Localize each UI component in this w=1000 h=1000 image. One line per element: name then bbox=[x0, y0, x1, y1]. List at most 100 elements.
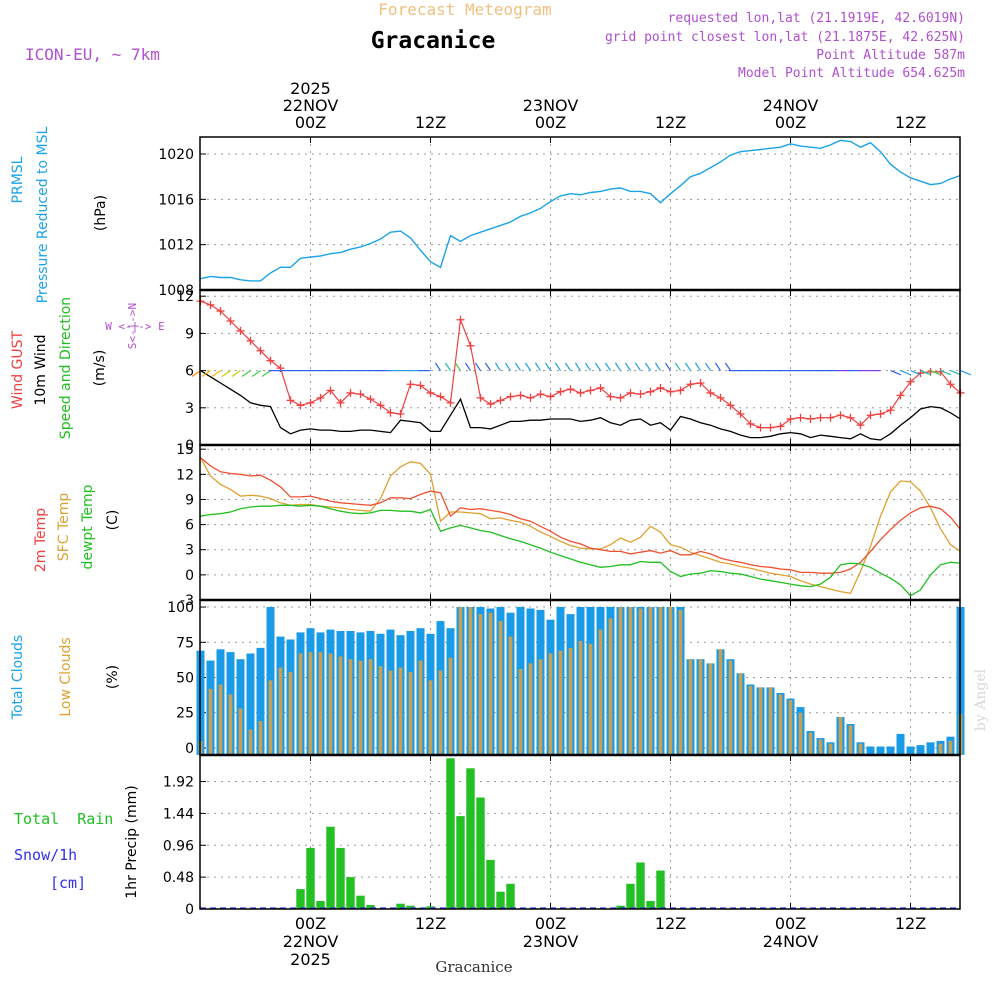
gust-marker bbox=[806, 414, 815, 423]
gust-marker bbox=[666, 387, 675, 396]
gust-marker bbox=[696, 379, 705, 387]
low-cloud-bar bbox=[368, 659, 373, 755]
gust-marker bbox=[366, 395, 375, 404]
wind-direction-arrow bbox=[950, 370, 962, 376]
gust-marker bbox=[306, 398, 315, 407]
low-cloud-bar bbox=[498, 621, 503, 755]
temp-unit: (C) bbox=[105, 510, 121, 531]
total-cloud-bar bbox=[256, 647, 265, 755]
low-cloud-bar bbox=[448, 657, 453, 755]
gust-marker bbox=[616, 393, 625, 402]
rain-bar bbox=[346, 877, 355, 909]
rain-bar bbox=[466, 768, 475, 909]
wind-direction-arrow bbox=[920, 370, 932, 376]
low-cloud-bar bbox=[648, 607, 653, 755]
wind-direction-arrow bbox=[960, 370, 972, 376]
precip-unit: 1hr Precip (mm) bbox=[124, 785, 140, 898]
pressure-label-prmsl: PRMSL bbox=[10, 156, 26, 203]
y-tick-label: 6 bbox=[185, 364, 194, 380]
time-label-bottom: 12Z bbox=[655, 914, 686, 933]
wind-direction-arrow bbox=[251, 370, 261, 378]
low-cloud-bar bbox=[398, 667, 403, 755]
y-tick-label: 12 bbox=[176, 467, 194, 483]
y-tick-label: 3 bbox=[185, 401, 194, 417]
precip-labels: Total Rain Snow/1h [cm] 1hr Precip (mm) bbox=[14, 785, 140, 898]
wind-direction-arrow bbox=[624, 362, 631, 371]
wind-panel: 0 3 6 9 12 bbox=[176, 289, 972, 454]
gust-marker bbox=[386, 408, 395, 417]
temperature-panel: -3 0 3 6 9 12 15 bbox=[176, 442, 962, 609]
low-cloud-bar bbox=[758, 687, 763, 755]
wind-direction-arrow bbox=[714, 362, 721, 371]
total-cloud-bar bbox=[926, 742, 935, 755]
y-tick-label: 0 bbox=[185, 568, 194, 584]
gust-marker bbox=[676, 386, 685, 395]
precip-label-cm: [cm] bbox=[50, 874, 86, 892]
gust-marker bbox=[826, 413, 835, 422]
low-cloud-bar bbox=[698, 659, 703, 755]
wind-direction-arrow bbox=[564, 362, 571, 371]
y-tick-label: -3 bbox=[180, 593, 194, 609]
wind-direction-arrow bbox=[494, 362, 501, 371]
wind-direction-arrow bbox=[574, 362, 581, 371]
total-cloud-bar bbox=[246, 653, 255, 755]
y-tick-label: 1.92 bbox=[163, 775, 194, 791]
wind-labels: Wind GUST 10m Wind Speed and Direction (… bbox=[10, 297, 165, 439]
wind-label-direction: Speed and Direction bbox=[58, 297, 74, 439]
y-tick-label: 12 bbox=[176, 289, 194, 305]
time-label-top: 23NOV bbox=[523, 96, 579, 115]
grid-point-coords: grid point closest lon,lat (21.1875E, 42… bbox=[605, 30, 965, 45]
temp-label-dewpt: dewpt Temp bbox=[80, 484, 96, 569]
low-cloud-bar bbox=[258, 721, 263, 755]
time-label-top: 12Z bbox=[895, 113, 926, 132]
gust-marker bbox=[486, 400, 495, 409]
y-tick-label: 1016 bbox=[158, 192, 194, 208]
low-cloud-bar bbox=[538, 659, 543, 755]
sfc-temp-line bbox=[199, 457, 961, 595]
wind-direction-arrow bbox=[444, 362, 451, 371]
low-cloud-bar bbox=[818, 739, 823, 755]
gust-marker bbox=[406, 380, 415, 389]
total-cloud-bar bbox=[896, 733, 905, 755]
gust-marker bbox=[246, 336, 255, 345]
gust-marker bbox=[906, 377, 915, 386]
rain-bar bbox=[446, 758, 455, 909]
wind-direction-arrow bbox=[930, 370, 942, 376]
low-cloud-bar bbox=[578, 640, 583, 755]
gust-marker bbox=[216, 307, 225, 316]
time-label-bottom: 00Z bbox=[535, 914, 566, 933]
gust-marker bbox=[606, 392, 615, 401]
low-cloud-bar bbox=[378, 666, 383, 755]
wind-direction-arrow bbox=[464, 362, 471, 371]
dewpoint-line bbox=[200, 504, 961, 597]
low-cloud-bar bbox=[488, 612, 493, 755]
low-cloud-bar bbox=[628, 607, 633, 755]
low-cloud-bar bbox=[858, 743, 863, 755]
low-cloud-bar bbox=[318, 652, 323, 755]
time-label-bottom: 24NOV bbox=[763, 932, 819, 951]
total-cloud-bar bbox=[236, 659, 245, 755]
rain-bar bbox=[626, 883, 635, 909]
low-cloud-bar bbox=[208, 688, 213, 755]
gust-marker bbox=[946, 380, 955, 389]
wind-direction-arrow bbox=[221, 370, 231, 378]
rain-bar bbox=[326, 826, 335, 909]
rain-bar bbox=[636, 862, 645, 909]
wind-direction-arrow bbox=[940, 370, 952, 376]
point-altitude: Point Altitude 587m bbox=[816, 48, 965, 63]
gust-marker bbox=[506, 392, 515, 401]
wind-direction-arrow bbox=[684, 362, 691, 371]
gust-marker bbox=[886, 406, 895, 415]
gust-marker bbox=[226, 317, 235, 325]
gust-marker bbox=[236, 326, 245, 335]
wind-direction-arrow bbox=[890, 370, 902, 376]
time-label-bottom: 22NOV bbox=[283, 932, 339, 951]
rain-bar bbox=[306, 847, 315, 909]
rain-bar bbox=[456, 816, 465, 909]
rain-bar bbox=[296, 889, 305, 909]
y-tick-label: 75 bbox=[176, 635, 194, 651]
gust-marker bbox=[646, 387, 655, 396]
time-label-top: 00Z bbox=[295, 113, 326, 132]
gust-marker bbox=[706, 388, 715, 397]
